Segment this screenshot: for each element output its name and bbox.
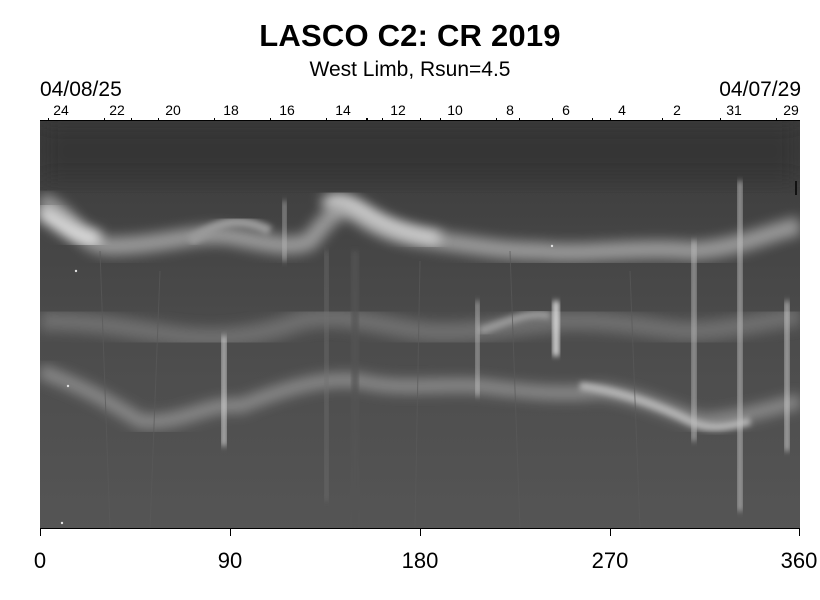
top-tick-label: 24: [53, 102, 69, 118]
top-tick-label: 14: [335, 102, 351, 118]
x-tick-label: 180: [401, 548, 439, 573]
top-tick-label: 18: [223, 102, 239, 118]
synoptic-map-image: [40, 120, 800, 529]
top-tick-label: 22: [109, 102, 125, 118]
x-tick: [420, 528, 421, 536]
top-tick-label: 6: [562, 102, 570, 118]
date-right: 04/07/29: [719, 78, 801, 101]
top-tick-label: 2: [673, 102, 681, 118]
x-tick: [230, 528, 231, 536]
top-tick-label: 12: [390, 102, 406, 118]
top-tick-label: 29: [783, 102, 799, 118]
x-tick-label: 90: [217, 548, 243, 573]
date-left: 04/08/25: [40, 78, 122, 101]
top-tick-label: 4: [618, 102, 626, 118]
x-tick: [610, 528, 611, 536]
top-tick-label: 20: [165, 102, 181, 118]
x-tick: [40, 528, 41, 536]
chart-subtitle: West Limb, Rsun=4.5: [309, 58, 511, 81]
top-tick-label: 31: [726, 102, 742, 118]
x-tick: [799, 528, 800, 536]
chart-title: LASCO C2: CR 2019: [259, 18, 561, 53]
top-tick-label: 8: [506, 102, 514, 118]
x-tick-label: 270: [591, 548, 629, 573]
x-tick-label: 360: [780, 548, 818, 573]
top-tick-label: 16: [279, 102, 295, 118]
top-tick-label: 10: [447, 102, 463, 118]
x-tick-label: 0: [33, 548, 47, 573]
